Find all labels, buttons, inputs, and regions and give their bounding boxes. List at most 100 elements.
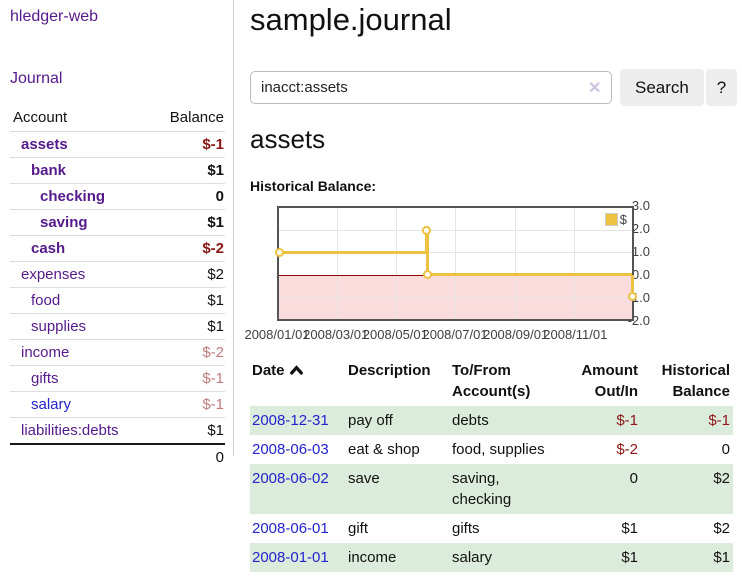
account-row: checking 0 bbox=[10, 184, 225, 210]
transaction-accounts: salary bbox=[450, 543, 562, 572]
account-row: supplies $1 bbox=[10, 314, 225, 340]
account-link-checking[interactable]: checking bbox=[40, 188, 105, 205]
accounts-total-value: 0 bbox=[150, 444, 225, 470]
account-balance: $1 bbox=[150, 288, 225, 314]
register-row: 2008-06-02 savesaving, checking0$2 bbox=[250, 464, 733, 514]
chart-title: Historical Balance: bbox=[250, 178, 376, 194]
transaction-description: save bbox=[346, 464, 450, 514]
transaction-amount: 0 bbox=[562, 464, 641, 514]
account-link-bank[interactable]: bank bbox=[31, 162, 66, 179]
sidebar-item-journal[interactable]: Journal bbox=[10, 70, 62, 88]
grid-line-vertical bbox=[515, 208, 516, 319]
search-button[interactable]: Search bbox=[620, 69, 704, 106]
chart-data-point bbox=[628, 292, 637, 301]
grid-line-vertical bbox=[455, 208, 456, 319]
transaction-balance: 0 bbox=[641, 435, 733, 464]
sort-ascending-icon bbox=[290, 365, 303, 375]
transaction-amount: $1 bbox=[562, 514, 641, 543]
transaction-balance: $1 bbox=[641, 543, 733, 572]
transaction-amount: $-1 bbox=[562, 406, 641, 435]
transaction-date-link[interactable]: 2008-01-01 bbox=[252, 549, 329, 566]
transaction-date-link[interactable]: 2008-06-03 bbox=[252, 441, 329, 458]
register-column-header[interactable]: To/From Account(s) bbox=[450, 358, 562, 406]
legend-label: $ bbox=[620, 212, 627, 227]
transaction-description: pay off bbox=[346, 406, 450, 435]
account-link-supplies[interactable]: supplies bbox=[31, 318, 86, 335]
transaction-date-link[interactable]: 2008-06-01 bbox=[252, 520, 329, 537]
clear-search-icon[interactable]: ✕ bbox=[588, 78, 601, 98]
account-balance: $-2 bbox=[150, 340, 225, 366]
grid-line-horizontal bbox=[279, 297, 632, 298]
transaction-accounts: gifts bbox=[450, 514, 562, 543]
accounts-table-header-row: Account Balance bbox=[10, 106, 225, 132]
account-row: expenses $2 bbox=[10, 262, 225, 288]
chart-line-segment bbox=[279, 251, 426, 254]
account-balance: 0 bbox=[150, 184, 225, 210]
account-row: liabilities:debts $1 bbox=[10, 418, 225, 445]
account-row: bank $1 bbox=[10, 158, 225, 184]
transaction-date-link[interactable]: 2008-06-02 bbox=[252, 470, 329, 487]
account-balance: $1 bbox=[150, 158, 225, 184]
account-heading: assets bbox=[250, 124, 325, 155]
account-row: assets $-1 bbox=[10, 132, 225, 158]
account-row: salary $-1 bbox=[10, 392, 225, 418]
chart-data-point bbox=[275, 248, 284, 257]
account-balance: $-1 bbox=[150, 366, 225, 392]
page-title: sample.journal bbox=[250, 2, 452, 38]
account-link-liabilities-debts[interactable]: liabilities:debts bbox=[21, 422, 119, 439]
x-axis-tick-label: 2008/11/01 bbox=[543, 327, 607, 342]
account-row: cash $-2 bbox=[10, 236, 225, 262]
register-table: DateDescriptionTo/From Account(s)Amount … bbox=[250, 358, 733, 572]
x-axis-tick-label: 2008/01/01 bbox=[244, 327, 309, 342]
chart-plot-area: $ bbox=[277, 206, 634, 321]
register-row: 2008-12-31pay offdebts$-1$-1 bbox=[250, 406, 733, 435]
register-column-header[interactable]: Date bbox=[250, 358, 346, 406]
account-balance: $-1 bbox=[150, 132, 225, 158]
transaction-amount: $-2 bbox=[562, 435, 641, 464]
register-column-header[interactable]: Amount Out/In bbox=[562, 358, 641, 406]
account-link-assets[interactable]: assets bbox=[21, 136, 68, 153]
grid-line-vertical bbox=[396, 208, 397, 319]
register-column-header[interactable]: Description bbox=[346, 358, 450, 406]
account-balance: $-1 bbox=[150, 392, 225, 418]
transaction-balance: $2 bbox=[641, 514, 733, 543]
search-input[interactable] bbox=[250, 71, 612, 104]
register-row: 2008-06-03eat & shopfood, supplies$-20 bbox=[250, 435, 733, 464]
account-balance: $-2 bbox=[150, 236, 225, 262]
account-balance: $1 bbox=[150, 314, 225, 340]
account-link-food[interactable]: food bbox=[31, 292, 60, 309]
account-balance: $2 bbox=[150, 262, 225, 288]
account-row: food $1 bbox=[10, 288, 225, 314]
app-title-link[interactable]: hledger-web bbox=[10, 8, 98, 26]
account-link-cash[interactable]: cash bbox=[31, 240, 65, 257]
register-column-header[interactable]: Historical Balance bbox=[641, 358, 733, 406]
accounts-balance-table: Account Balance assets $-1 bank $1 checking 0… bbox=[10, 106, 225, 470]
account-link-gifts[interactable]: gifts bbox=[31, 370, 59, 387]
account-row: saving $1 bbox=[10, 210, 225, 236]
account-row: income $-2 bbox=[10, 340, 225, 366]
transaction-date-link[interactable]: 2008-12-31 bbox=[252, 412, 329, 429]
account-link-income[interactable]: income bbox=[21, 344, 69, 361]
account-balance: $1 bbox=[150, 418, 225, 445]
transaction-accounts: saving, checking bbox=[450, 464, 562, 514]
account-link-salary[interactable]: salary bbox=[31, 396, 71, 413]
x-axis-tick-label: 2008/09/01 bbox=[483, 327, 548, 342]
main-content: sample.journal ✕ Search ? assets Histori… bbox=[240, 0, 742, 582]
account-balance: $1 bbox=[150, 210, 225, 236]
transaction-balance: $-1 bbox=[641, 406, 733, 435]
help-button[interactable]: ? bbox=[706, 69, 737, 106]
chart-line-segment bbox=[426, 230, 429, 274]
account-link-expenses[interactable]: expenses bbox=[21, 266, 85, 283]
sidebar: hledger-web Journal Account Balance asse… bbox=[0, 0, 233, 582]
register-header-row: DateDescriptionTo/From Account(s)Amount … bbox=[250, 358, 733, 406]
grid-line-vertical bbox=[574, 208, 575, 319]
chart-line-segment bbox=[428, 273, 632, 276]
transaction-balance: $2 bbox=[641, 464, 733, 514]
account-link-saving[interactable]: saving bbox=[40, 214, 88, 231]
transaction-amount: $1 bbox=[562, 543, 641, 572]
balance-column-header: Balance bbox=[150, 106, 225, 132]
sidebar-divider bbox=[233, 0, 234, 456]
x-axis-tick-label: 2008/05/01 bbox=[363, 327, 428, 342]
grid-line-horizontal bbox=[279, 230, 632, 231]
chart-legend: $ bbox=[603, 211, 629, 228]
